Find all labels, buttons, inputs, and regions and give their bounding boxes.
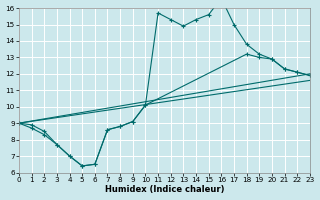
X-axis label: Humidex (Indice chaleur): Humidex (Indice chaleur)	[105, 185, 224, 194]
